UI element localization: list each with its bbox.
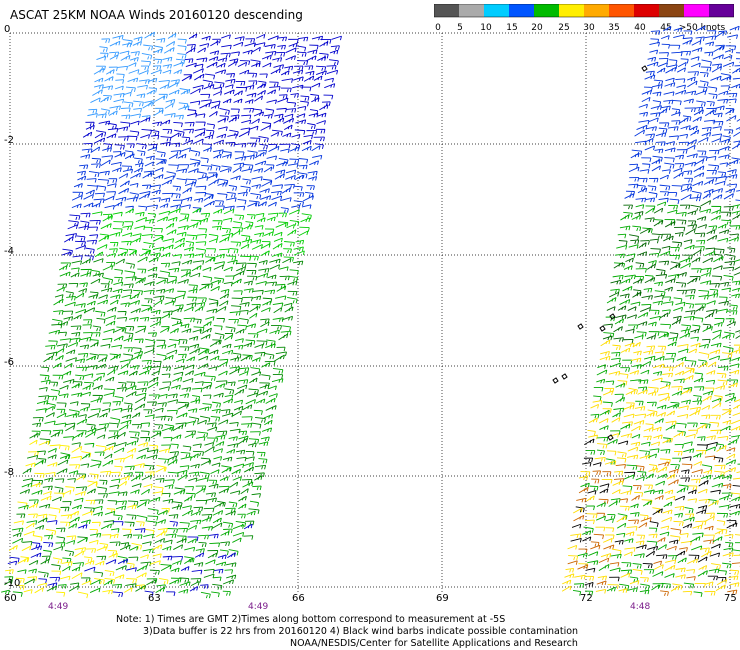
x-tick-label: 60 [4,593,17,604]
map-title: ASCAT 25KM NOAA Winds 20160120 descendin… [10,8,303,22]
legend-label: 40 [634,23,646,33]
legend-swatch [434,4,459,17]
legend-label: 25 [558,23,569,33]
legend-swatch [534,4,559,17]
y-axis-ticks: 0 -2 -4 -6 -8 -10 [4,24,20,589]
y-tick-label: 0 [4,24,10,35]
legend-swatch [559,4,584,17]
x-tick-label: 63 [148,593,161,604]
note-line-2: 3)Data buffer is 22 hrs from 20160120 4)… [143,626,579,637]
legend-label: 30 [583,23,595,33]
legend-swatch [584,4,609,17]
islands [552,65,648,441]
gmt-time: 4:49 [248,602,268,610]
gmt-time: 4:48 [630,602,650,610]
x-tick-label: 75 [724,593,737,604]
y-tick-label: -4 [4,246,14,257]
y-tick-label: -8 [4,467,14,478]
x-tick-label: 72 [580,593,593,604]
wind-map: 0 -2 -4 -6 -8 -10 60 63 66 69 72 75 4:49 4:49 4:48 [1,24,740,610]
legend-label: 35 [608,23,619,33]
legend-swatch [484,4,509,17]
y-tick-label: -6 [4,357,14,368]
x-tick-label: 66 [292,593,305,604]
x-tick-label: 69 [436,593,449,604]
legend-label: 20 [531,23,543,33]
note-line-1: Note: 1) Times are GMT 2)Times along bot… [116,614,506,625]
legend-swatch [634,4,659,17]
y-tick-label: -10 [4,578,20,589]
legend-swatch [659,4,684,17]
legend-swatch [509,4,534,17]
legend-label: 15 [506,23,517,33]
legend-label: 10 [480,23,492,33]
x-axis-ticks: 60 63 66 69 72 75 [4,593,737,604]
legend-swatch [684,4,709,17]
legend-swatch [459,4,484,17]
legend-swatch [609,4,634,17]
wind-speed-legend: 0 5 10 15 20 25 30 35 40 45 >50 knots [434,4,734,33]
legend-swatch [709,4,734,17]
gmt-time: 4:49 [48,602,68,610]
y-tick-label: -2 [4,135,14,146]
note-line-3: NOAA/NESDIS/Center for Satellite Applica… [290,638,578,649]
legend-label: 45 [660,23,671,33]
legend-label: 0 [435,23,441,33]
legend-label: 5 [457,23,463,33]
wind-barbs [1,25,740,599]
gmt-times: 4:49 4:49 4:48 [48,602,650,610]
